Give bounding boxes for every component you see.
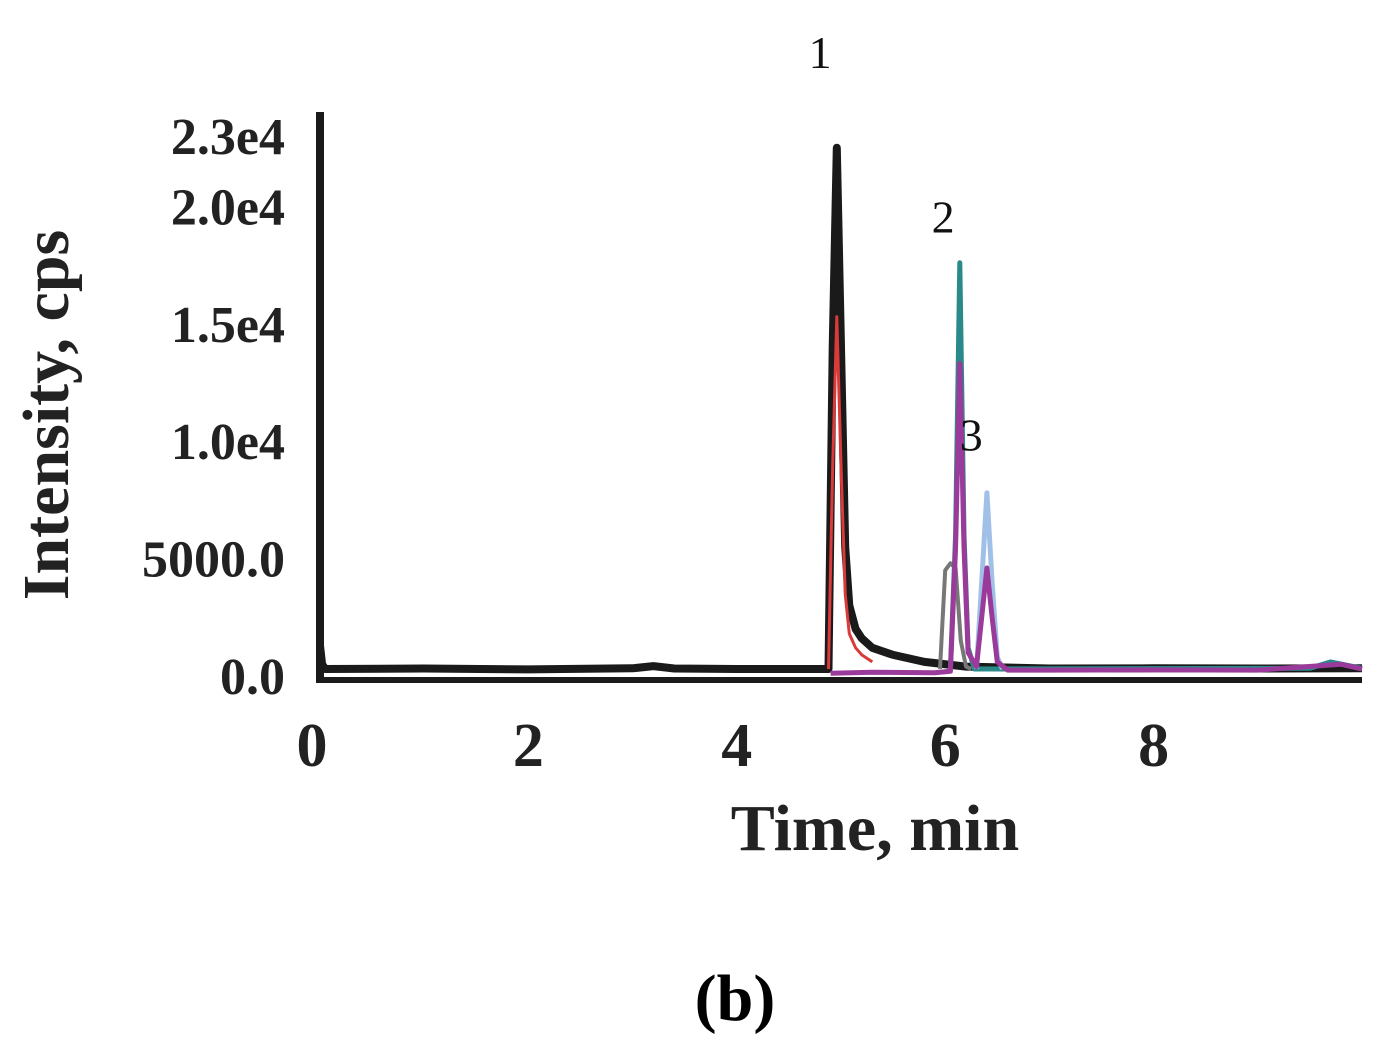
x-tick-label: 2 bbox=[513, 712, 544, 780]
series-line-4 bbox=[947, 260, 1363, 672]
y-axis-label: Intensity, cps bbox=[10, 230, 83, 600]
peak-label: 2 bbox=[932, 191, 955, 242]
series-line-1 bbox=[316, 143, 1363, 674]
y-tick-label: 5000.0 bbox=[142, 532, 285, 589]
series-line-2 bbox=[827, 315, 874, 670]
x-tick-label: 8 bbox=[1138, 712, 1169, 780]
x-tick-labels: 0 2 4 6 8 bbox=[297, 712, 1170, 780]
x-tick-label: 6 bbox=[930, 712, 961, 780]
y-tick-labels: 0.0 5000.0 1.0e4 1.5e4 2.0e4 2.3e4 bbox=[142, 109, 285, 706]
y-tick-label: 2.3e4 bbox=[171, 109, 285, 166]
x-tick-label: 0 bbox=[297, 712, 328, 780]
y-tick-label: 2.0e4 bbox=[171, 179, 285, 236]
peak-label: 1 bbox=[809, 27, 832, 78]
y-tick-label: 1.5e4 bbox=[171, 297, 285, 354]
peak-label: 3 bbox=[960, 410, 983, 461]
series-layer bbox=[316, 143, 1363, 676]
y-tick-label: 1.0e4 bbox=[171, 414, 285, 471]
series-line-6 bbox=[830, 361, 1363, 676]
axes-layer bbox=[316, 112, 1362, 683]
panel-label: (b) bbox=[695, 962, 776, 1035]
y-tick-label: 0.0 bbox=[220, 649, 285, 706]
x-tick-label: 4 bbox=[721, 712, 752, 780]
peak-annotations: 1 2 3 bbox=[809, 27, 983, 461]
x-axis-label: Time, min bbox=[731, 792, 1019, 865]
